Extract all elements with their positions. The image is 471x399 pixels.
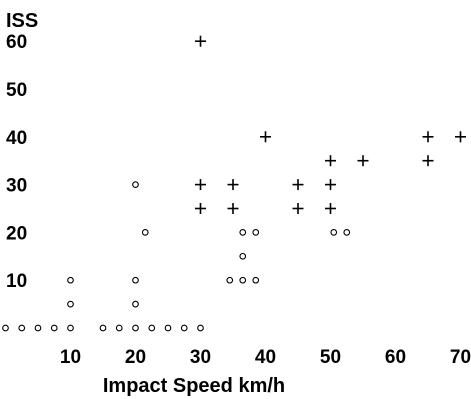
- circle-point-1: [18, 324, 26, 332]
- x-tick-label-20: 20: [125, 347, 146, 368]
- circle-point-25: [343, 229, 351, 236]
- circle-point-0: [2, 324, 9, 332]
- circle-point-20: [252, 276, 260, 284]
- y-tick-label-10: 10: [6, 271, 27, 292]
- y-tick-label-60: 60: [6, 32, 27, 53]
- circle-point-7: [132, 324, 139, 332]
- plus-point-2: [422, 131, 434, 143]
- circle-point-15: [132, 276, 139, 284]
- circle-point-10: [180, 324, 188, 332]
- plus-point-1: [260, 131, 271, 143]
- x-tick-label-40: 40: [255, 347, 276, 368]
- plus-point-10: [325, 179, 336, 191]
- circle-point-19: [239, 276, 247, 284]
- circle-point-12: [67, 300, 74, 308]
- circle-point-6: [115, 324, 123, 332]
- plus-point-5: [357, 155, 369, 167]
- plus-point-13: [292, 203, 304, 214]
- circle-point-5: [99, 324, 107, 332]
- circle-point-17: [141, 229, 149, 236]
- circle-point-2: [34, 324, 42, 332]
- circle-point-13: [67, 276, 74, 284]
- y-tick-label-30: 30: [6, 176, 27, 197]
- circle-point-18: [226, 276, 234, 284]
- y-tick-label-50: 50: [6, 80, 27, 101]
- circle-point-11: [197, 324, 204, 332]
- x-tick-label-70: 70: [450, 347, 471, 368]
- circle-point-14: [132, 300, 139, 308]
- plus-point-8: [227, 179, 239, 191]
- y-tick-label-20: 20: [6, 223, 27, 244]
- circle-point-16: [132, 181, 139, 188]
- circle-point-8: [148, 324, 156, 332]
- plus-point-11: [195, 203, 206, 214]
- circle-point-3: [50, 324, 58, 332]
- x-tick-label-30: 30: [190, 347, 211, 368]
- y-tick-label-40: 40: [6, 128, 27, 149]
- x-axis-title: Impact Speed km/h: [103, 375, 285, 397]
- x-tick-label-10: 10: [60, 347, 81, 368]
- plus-point-7: [195, 179, 206, 191]
- circle-point-23: [252, 229, 260, 236]
- y-axis-title: ISS: [6, 10, 38, 32]
- circle-point-21: [239, 252, 247, 260]
- plus-point-6: [422, 155, 434, 167]
- circle-point-24: [330, 229, 338, 236]
- y-axis-ticks: 10 20 30 40 50 60: [6, 32, 27, 292]
- plus-point-14: [325, 203, 336, 214]
- x-tick-label-60: 60: [385, 347, 406, 368]
- plus-point-12: [227, 203, 239, 214]
- plus-point-0: [195, 35, 206, 47]
- plus-point-9: [292, 179, 304, 191]
- circle-point-22: [239, 229, 247, 236]
- plus-point-3: [455, 131, 466, 143]
- circle-point-9: [164, 324, 172, 332]
- circle-point-4: [67, 324, 74, 332]
- plus-point-4: [325, 155, 336, 167]
- x-axis-ticks: 10 20 30 40 50 60 70: [60, 347, 471, 368]
- data-points: [2, 35, 466, 332]
- x-tick-label-50: 50: [320, 347, 341, 368]
